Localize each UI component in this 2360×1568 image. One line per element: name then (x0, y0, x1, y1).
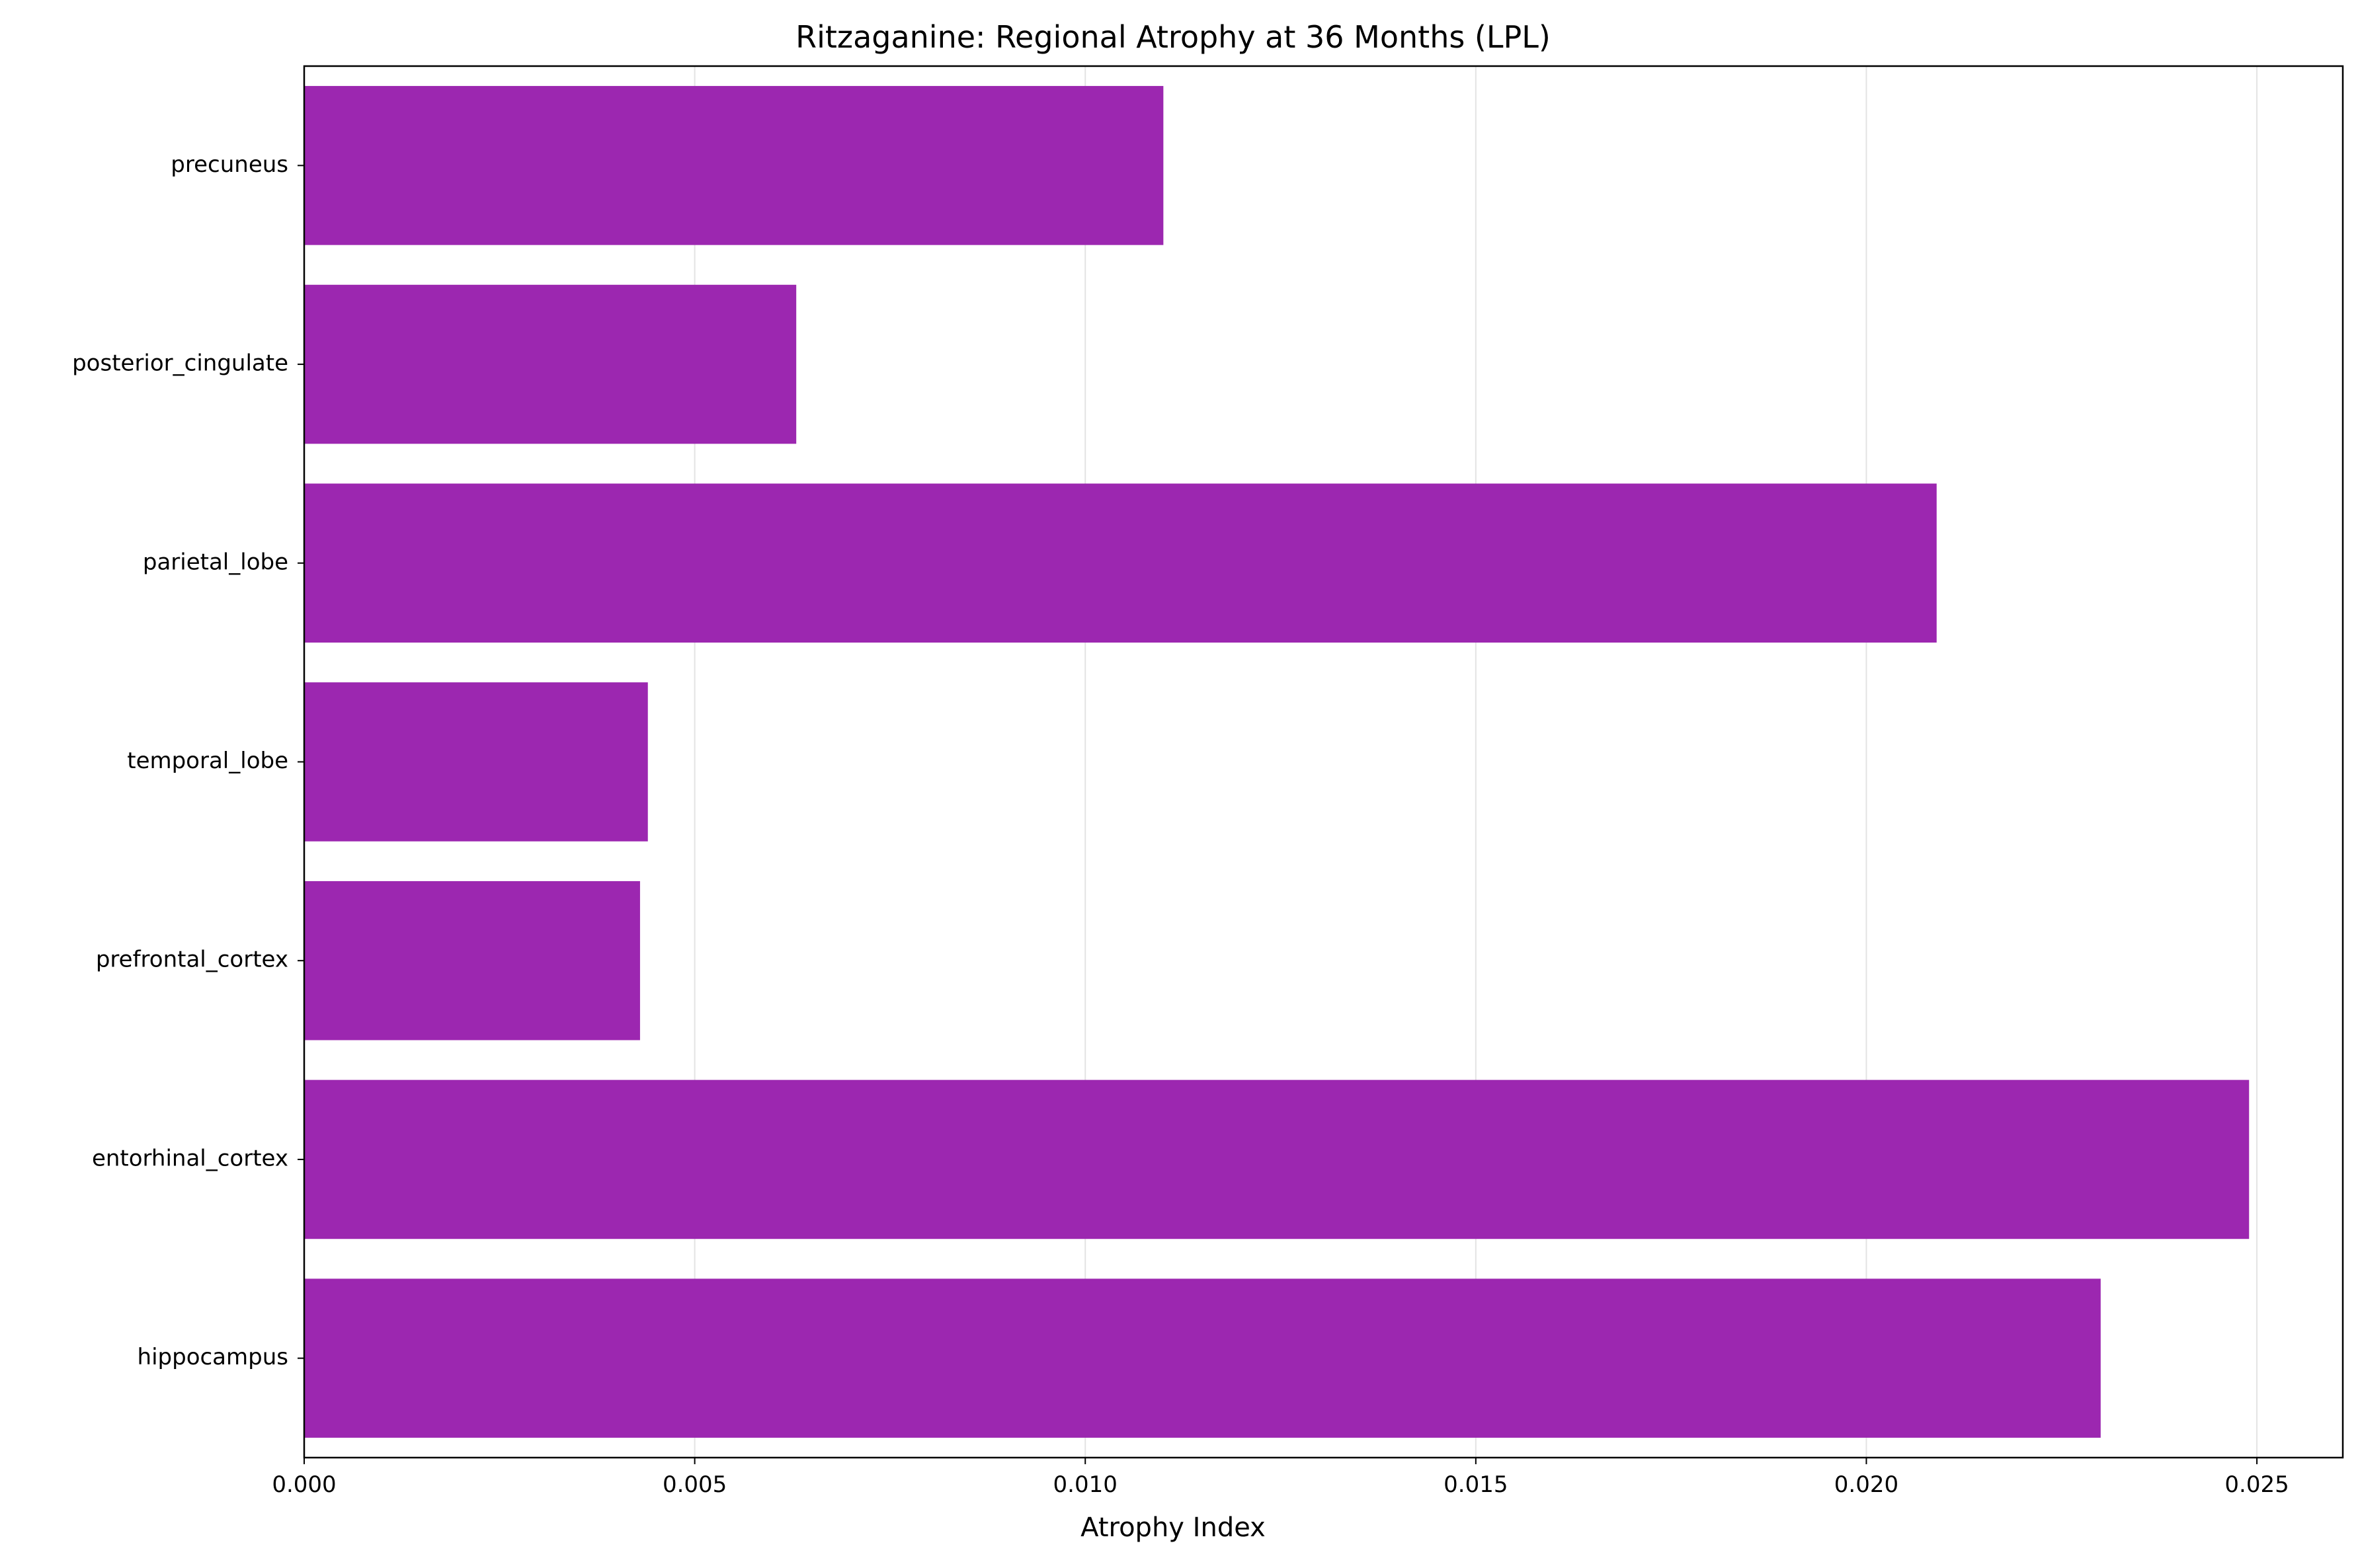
bar-temporal-lobe (304, 682, 648, 842)
y-tick-label: hippocampus (138, 1344, 288, 1370)
y-tick-label: prefrontal_cortex (96, 947, 288, 973)
x-tick-label: 0.010 (1053, 1471, 1118, 1498)
y-tick-label: parietal_lobe (143, 549, 288, 575)
x-tick-label: 0.015 (1444, 1471, 1508, 1498)
x-tick-label: 0.000 (272, 1471, 336, 1498)
bar-posterior-cingulate (304, 284, 797, 444)
y-tick-label: temporal_lobe (127, 748, 288, 774)
y-tick-label: posterior_cingulate (72, 350, 288, 377)
x-tick-label: 0.020 (1834, 1471, 1898, 1498)
bar-hippocampus (304, 1278, 2101, 1438)
chart-title: Ritzaganine: Regional Atrophy at 36 Mont… (795, 19, 1551, 55)
y-tick-label: entorhinal_cortex (92, 1145, 288, 1171)
plot-frame (303, 65, 2344, 1459)
bar-parietal-lobe (304, 483, 1937, 643)
axes (298, 65, 2344, 1464)
bar-entorhinal-cortex (304, 1079, 2250, 1239)
y-tick-label: precuneus (171, 151, 288, 178)
bar-precuneus (304, 86, 1164, 245)
x-tick-label: 0.025 (2224, 1471, 2289, 1498)
bar-prefrontal-cortex (304, 881, 640, 1040)
x-tick-label: 0.005 (663, 1471, 727, 1498)
tick-labels: hippocampus entorhinal_cortex prefrontal_c… (72, 151, 2289, 1498)
x-axis-label: Atrophy Index (1080, 1512, 1266, 1543)
bars (304, 86, 2250, 1438)
